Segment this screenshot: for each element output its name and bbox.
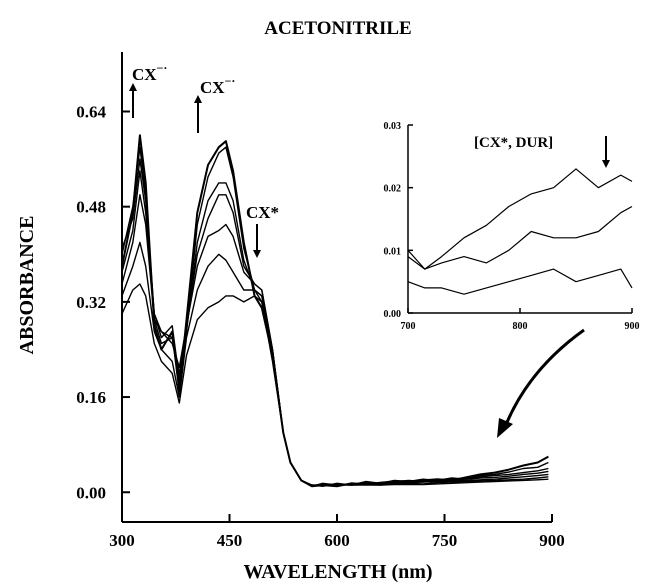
- y-tick-label: 0.48: [76, 198, 106, 217]
- inset-line-2: [407, 205, 633, 270]
- inset-x-tick-label: 900: [625, 321, 640, 332]
- inset-y-tick-label: 0.02: [384, 184, 402, 195]
- peak-arrow-up-1: [129, 83, 137, 118]
- spectra-lines: [121, 134, 549, 488]
- inset-y-tick-label: 0.01: [384, 246, 402, 257]
- peak-label-radical-anion-2: CX−·: [200, 74, 235, 97]
- inset-x-ticks: 700 800 900: [401, 308, 640, 332]
- inset-arrow-down: [602, 136, 610, 168]
- x-tick-label: 900: [539, 531, 565, 550]
- inset-pointer-arrowhead: [497, 418, 513, 438]
- peak-arrow-up-2: [194, 95, 202, 133]
- main-plot: 0.00 0.16 0.32 0.48 0.64 300 450 600 750 900 CX−…: [76, 52, 565, 550]
- x-tick-label: 750: [432, 531, 458, 550]
- x-tick-label: 450: [217, 531, 243, 550]
- peak-label-triplet: CX*: [246, 203, 279, 222]
- spectrum-line-1: [121, 134, 549, 488]
- inset-y-tick-label: 0.00: [384, 309, 402, 320]
- spectrum-line-7: [121, 283, 549, 487]
- x-tick-label: 600: [324, 531, 350, 550]
- x-tick-label: 300: [109, 531, 135, 550]
- inset-annotation: [CX*, DUR]: [474, 135, 610, 168]
- x-ticks: 300 450 600 750 900: [109, 514, 565, 550]
- inset-annotation-label: [CX*, DUR]: [474, 135, 553, 151]
- peak-arrow-down-1: [253, 224, 261, 258]
- inset-pointer-arrow: [503, 328, 585, 428]
- inset-x-tick-label: 700: [401, 321, 416, 332]
- inset-line-3: [407, 268, 633, 295]
- spectrum-line-6: [121, 241, 549, 486]
- y-ticks: 0.00 0.16 0.32 0.48 0.64: [76, 102, 130, 502]
- inset-line-1: [407, 168, 633, 270]
- peak-label-radical-anion-1: CX−·: [132, 61, 167, 84]
- inset-lines: [407, 168, 633, 295]
- chart-title: ACETONITRILE: [264, 18, 411, 39]
- y-tick-label: 0.32: [76, 293, 106, 312]
- y-tick-label: 0.64: [76, 102, 106, 121]
- inset-y-tick-label: 0.03: [384, 121, 402, 132]
- peak-annotations: CX−· CX−· CX*: [129, 61, 279, 258]
- inset-x-tick-label: 800: [513, 321, 528, 332]
- y-tick-label: 0.16: [76, 388, 106, 407]
- inset-y-ticks: 0.00 0.01 0.02 0.03: [384, 121, 413, 320]
- x-axis-title: WAVELENGTH (nm): [243, 561, 432, 583]
- inset-plot: 0.00 0.01 0.02 0.03 700 800 900 [CX*, DUR]: [384, 121, 640, 332]
- y-axis-title: ABSORBANCE: [16, 216, 38, 355]
- y-tick-label: 0.00: [76, 483, 106, 502]
